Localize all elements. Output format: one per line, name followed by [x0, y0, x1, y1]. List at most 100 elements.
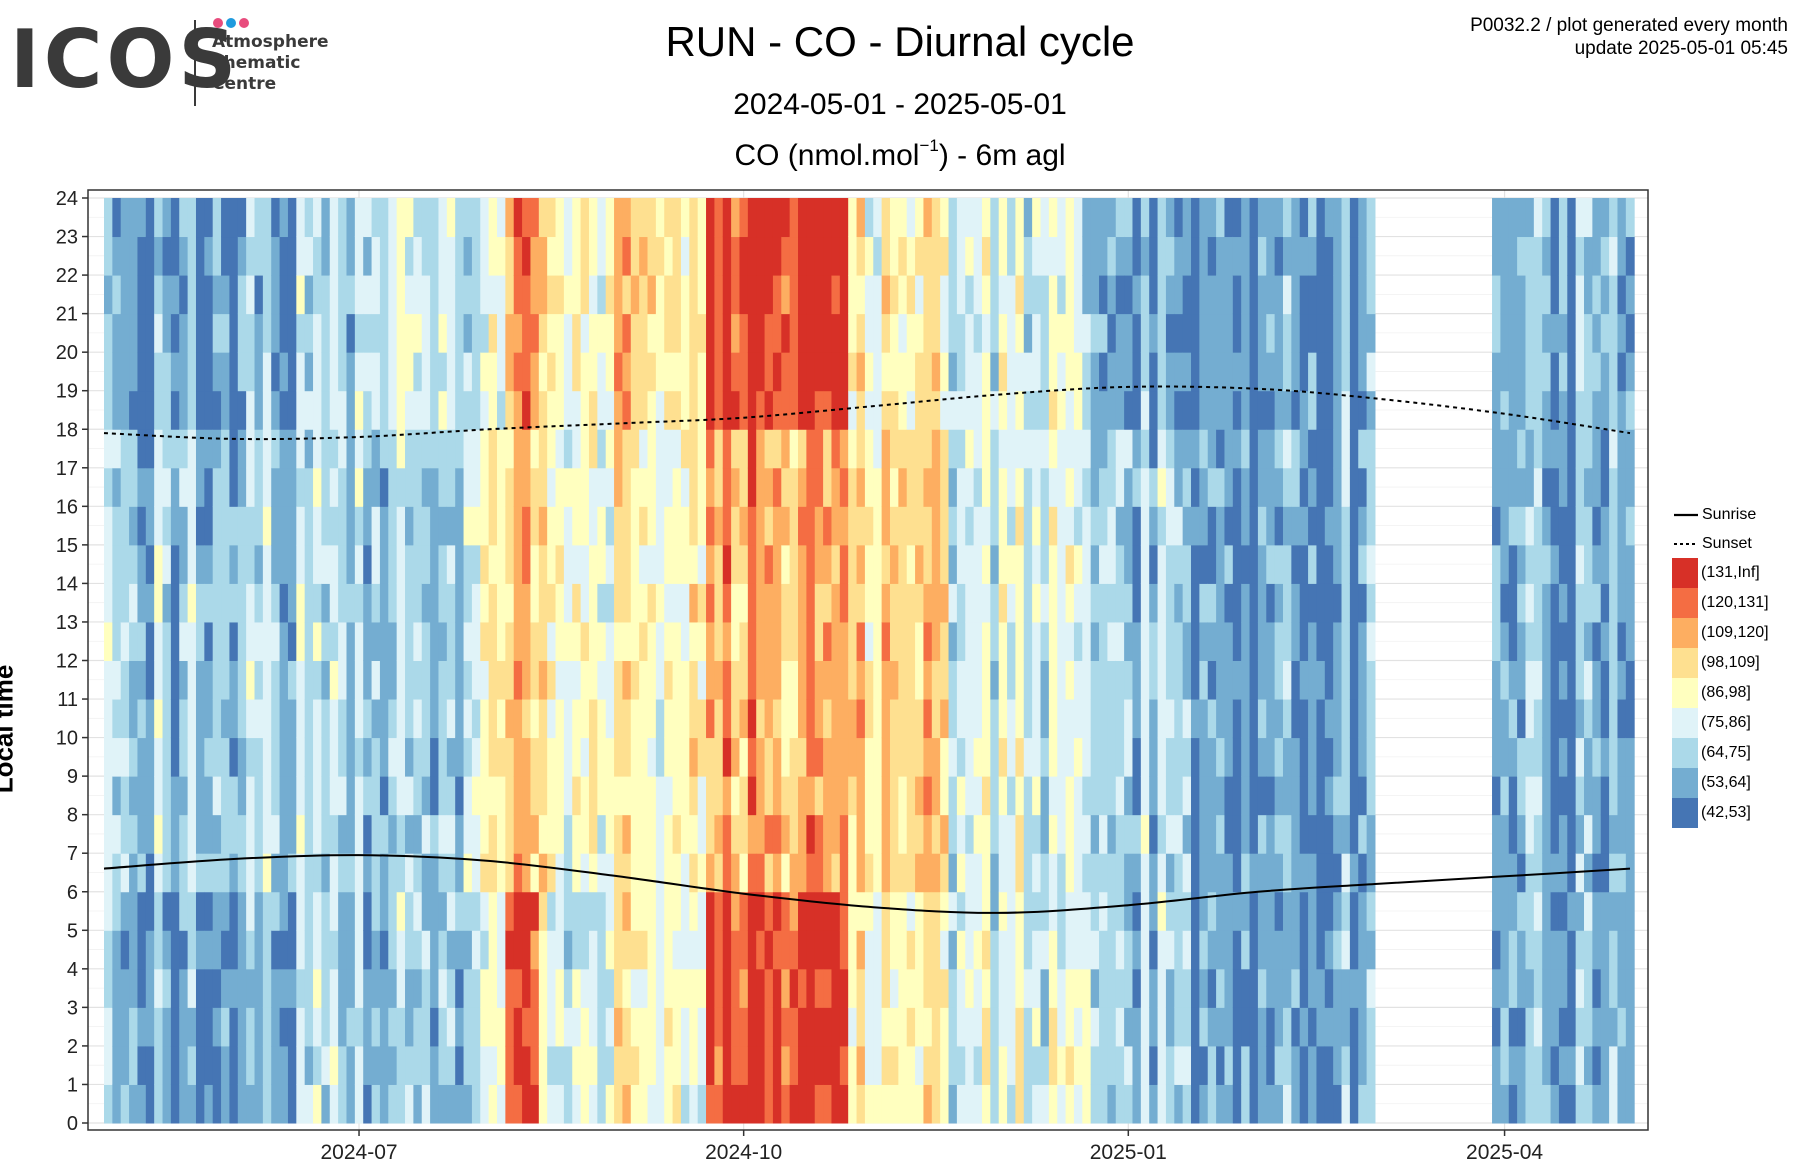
- heatmap-cell: [1542, 198, 1552, 238]
- heatmap-cell: [1558, 1045, 1568, 1085]
- heatmap-cell: [622, 198, 632, 238]
- heatmap-cell: [588, 814, 598, 854]
- heatmap-cell: [530, 891, 540, 931]
- heatmap-cell: [1191, 352, 1200, 392]
- heatmap-cell: [1157, 544, 1167, 584]
- heatmap-cell: [212, 930, 222, 970]
- heatmap-cell: [1500, 891, 1510, 931]
- heatmap-cell: [965, 390, 975, 430]
- heatmap-cell: [889, 776, 899, 816]
- heatmap-cell: [680, 506, 690, 546]
- heatmap-cell: [839, 506, 849, 546]
- heatmap-cell: [446, 275, 456, 315]
- heatmap-cell: [956, 776, 966, 816]
- heatmap-cell: [363, 776, 373, 816]
- heatmap-cell: [1584, 313, 1593, 353]
- heatmap-cell: [1040, 853, 1050, 893]
- heatmap-cell: [1040, 968, 1050, 1008]
- heatmap-cell: [722, 930, 732, 970]
- heatmap-cell: [1366, 660, 1376, 700]
- heatmap-cell: [981, 814, 991, 854]
- heatmap-cell: [747, 853, 757, 893]
- heatmap-cell: [262, 506, 272, 546]
- heatmap-cell: [881, 429, 891, 469]
- heatmap-cell: [1492, 891, 1501, 931]
- heatmap-cell: [1115, 467, 1125, 507]
- heatmap-cell: [1157, 853, 1167, 893]
- heatmap-cell: [1600, 1045, 1610, 1085]
- heatmap-cell: [1308, 930, 1317, 970]
- heatmap-cell: [321, 699, 331, 739]
- heatmap-cell: [647, 275, 657, 315]
- heatmap-cell: [923, 968, 933, 1008]
- heatmap-cell: [547, 352, 557, 392]
- heatmap-cell: [864, 776, 874, 816]
- heatmap-cell: [145, 776, 155, 816]
- heatmap-cell: [179, 737, 189, 777]
- heatmap-cell: [630, 930, 640, 970]
- heatmap-cell: [1533, 313, 1543, 353]
- heatmap-cell: [781, 1007, 791, 1047]
- heatmap-cell: [1182, 737, 1192, 777]
- heatmap-cell: [1533, 699, 1543, 739]
- heatmap-cell: [229, 467, 239, 507]
- heatmap-cell: [179, 1045, 189, 1085]
- heatmap-cell: [898, 198, 908, 238]
- heatmap-cell: [1592, 390, 1602, 430]
- heatmap-cell: [421, 737, 431, 777]
- heatmap-cell: [747, 352, 757, 392]
- heatmap-cell: [446, 814, 456, 854]
- heatmap-cell: [237, 236, 247, 276]
- heatmap-cell: [505, 621, 515, 661]
- heatmap-cell: [1349, 583, 1359, 623]
- heatmap-cell: [931, 506, 941, 546]
- heatmap-cell: [1324, 1007, 1334, 1047]
- logo-line: Thematic: [212, 53, 301, 73]
- heatmap-cell: [104, 198, 113, 238]
- heatmap-cell: [371, 1084, 381, 1124]
- heatmap-cell: [1542, 390, 1552, 430]
- heatmap-cell: [714, 930, 724, 970]
- heatmap-cell: [956, 236, 966, 276]
- heatmap-cell: [1073, 660, 1083, 700]
- heatmap-cell: [1099, 1084, 1108, 1124]
- heatmap-cell: [1191, 583, 1200, 623]
- heatmap-cell: [605, 236, 615, 276]
- heatmap-cell: [1007, 429, 1016, 469]
- heatmap-cell: [513, 930, 523, 970]
- heatmap-cell: [898, 968, 908, 1008]
- heatmap-cell: [430, 1007, 439, 1047]
- heatmap-cell: [1575, 467, 1585, 507]
- heatmap-cell: [697, 930, 707, 970]
- heatmap-cell: [1282, 506, 1292, 546]
- heatmap-cell: [137, 853, 147, 893]
- heatmap-cell: [1567, 699, 1577, 739]
- heatmap-cell: [321, 236, 331, 276]
- heatmap-cell: [764, 467, 774, 507]
- heatmap-cell: [1567, 390, 1577, 430]
- heatmap-cell: [321, 776, 331, 816]
- heatmap-cell: [279, 198, 289, 238]
- heatmap-cell: [814, 1045, 824, 1085]
- heatmap-cell: [179, 1084, 189, 1124]
- heatmap-cell: [1517, 583, 1526, 623]
- heatmap-cell: [1048, 853, 1058, 893]
- heatmap-cell: [1299, 583, 1309, 623]
- heatmap-cell: [772, 429, 782, 469]
- heatmap-cell: [162, 467, 172, 507]
- heatmap-cell: [1065, 313, 1075, 353]
- heatmap-cell: [195, 968, 205, 1008]
- heatmap-cell: [162, 621, 172, 661]
- heatmap-cell: [998, 968, 1008, 1008]
- heatmap-cell: [1057, 352, 1067, 392]
- heatmap-cell: [1124, 236, 1133, 276]
- heatmap-cell: [246, 583, 256, 623]
- heatmap-cell: [823, 275, 832, 315]
- heatmap-cell: [421, 853, 431, 893]
- heatmap-cell: [973, 853, 983, 893]
- heatmap-cell: [856, 506, 866, 546]
- heatmap-cell: [446, 544, 456, 584]
- heatmap-cell: [655, 853, 665, 893]
- heatmap-cell: [1600, 390, 1610, 430]
- heatmap-cell: [1099, 467, 1108, 507]
